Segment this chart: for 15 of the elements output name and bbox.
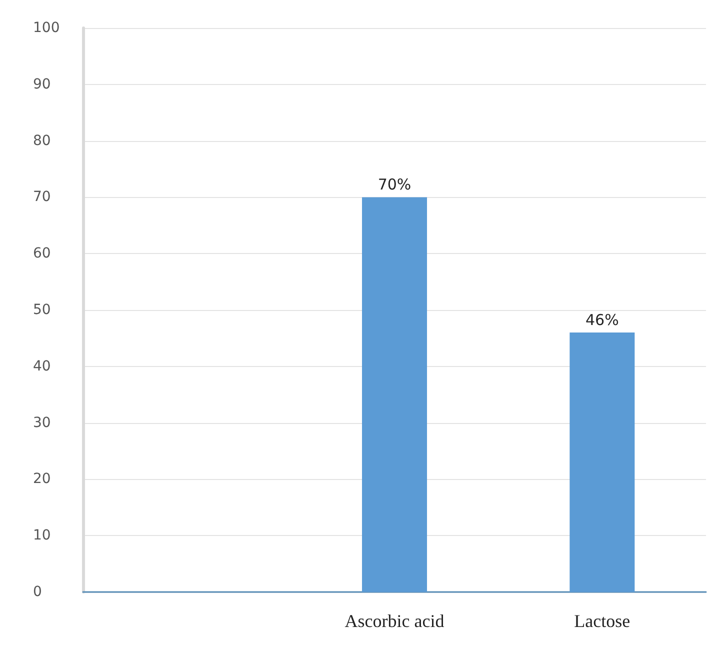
y-tick-label: 100 xyxy=(33,20,60,36)
x-tick-label: Lactose xyxy=(574,611,630,631)
data-label: 46% xyxy=(585,311,619,330)
y-tick-label: 50 xyxy=(33,302,51,318)
y-tick-label: 40 xyxy=(33,358,51,374)
y-tick-label: 60 xyxy=(33,246,51,262)
data-label: 70% xyxy=(378,176,412,194)
y-tick-label: 90 xyxy=(33,76,51,92)
y-tick-label: 10 xyxy=(33,528,51,544)
y-tick-label: 0 xyxy=(33,584,42,600)
y-tick-label: 20 xyxy=(33,471,51,488)
y-tick-label: 80 xyxy=(33,132,51,149)
x-tick-label: Ascorbic acid xyxy=(344,611,444,631)
y-tick-label: 30 xyxy=(33,414,51,431)
y-tick-label: 70 xyxy=(33,189,51,206)
